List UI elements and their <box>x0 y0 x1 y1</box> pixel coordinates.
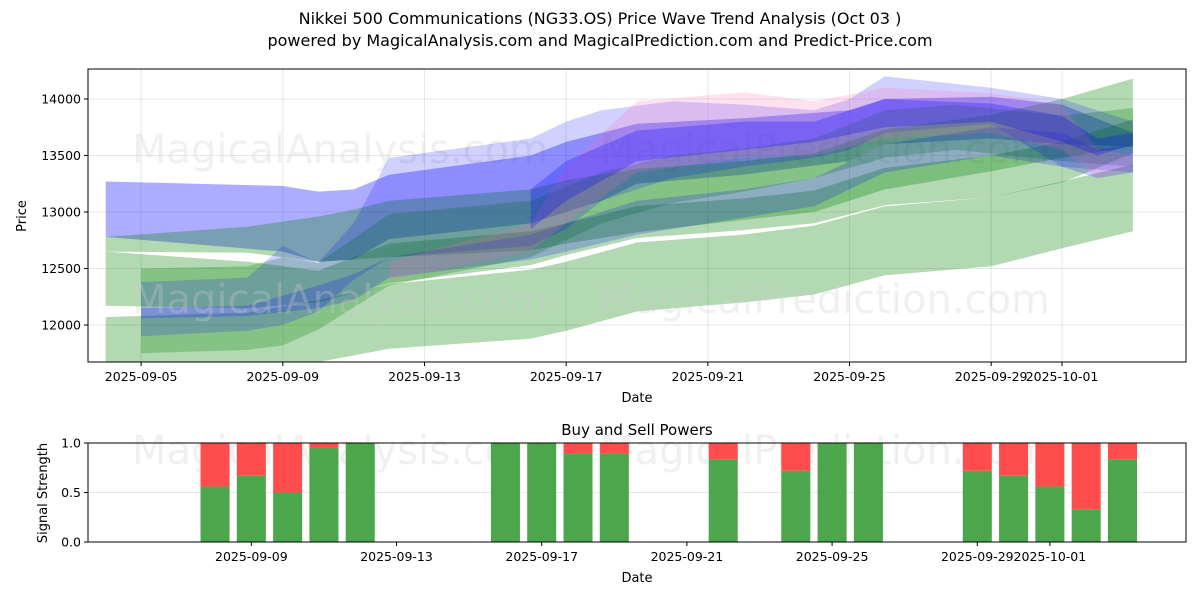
buy-bar <box>563 453 593 542</box>
price-y-tick-label: 12500 <box>41 261 81 276</box>
sell-bar <box>309 443 339 448</box>
sell-bar <box>236 443 266 476</box>
teal-band-1 <box>141 104 1133 354</box>
price-x-tick-label: 2025-10-01 <box>1026 369 1099 384</box>
price-x-tick-label: 2025-09-05 <box>105 369 178 384</box>
buy-sell-plot: Buy and Sell Powers MagicalAnalysis.com … <box>36 421 1187 586</box>
signal-x-tick-label: 2025-09-09 <box>215 549 288 564</box>
signal-y-tick-label: 0.5 <box>61 485 81 500</box>
sell-bar <box>1035 443 1065 487</box>
blue-band-2 <box>141 76 1133 337</box>
watermark-top-right: MagicalPrediction.com <box>600 127 1050 173</box>
chart-subtitle: powered by MagicalAnalysis.com and Magic… <box>267 31 933 50</box>
price-y-ticks: 12000 12500 13000 13500 14000 <box>41 91 88 333</box>
signal-y-tick-label: 1.0 <box>61 436 81 451</box>
buy-bar <box>853 443 883 542</box>
sell-bar <box>1071 443 1101 510</box>
price-plot-frame <box>87 68 1187 363</box>
buy-bar <box>236 475 266 542</box>
price-x-tick-label: 2025-09-09 <box>246 369 319 384</box>
signal-x-tick-label: 2025-10-01 <box>1014 549 1087 564</box>
price-y-tick-label: 12000 <box>41 318 81 333</box>
buy-bar <box>1035 486 1065 542</box>
buy-bar <box>999 475 1029 542</box>
price-x-tick-label: 2025-09-13 <box>388 369 461 384</box>
buy-bar <box>273 492 303 542</box>
sell-bar <box>999 443 1029 476</box>
price-wave-plot: MagicalAnalysis.com MagicalPrediction.co… <box>15 68 1187 406</box>
sell-bar <box>781 443 811 471</box>
price-x-tick-label: 2025-09-29 <box>955 369 1028 384</box>
price-y-axis-label: Price <box>15 200 30 232</box>
buy-bar <box>1071 509 1101 542</box>
price-x-tick-label: 2025-09-21 <box>672 369 745 384</box>
chart-title: Nikkei 500 Communications (NG33.OS) Pric… <box>298 9 902 28</box>
price-gridlines <box>88 69 1186 362</box>
green-band-2 <box>105 119 1133 309</box>
signal-x-ticks: 2025-09-09 2025-09-13 2025-09-17 2025-09-21… <box>215 542 1086 564</box>
price-x-tick-label: 2025-09-17 <box>530 369 603 384</box>
blue-band-4 <box>530 99 1133 229</box>
watermark-top-left: MagicalAnalysis.com <box>132 127 548 173</box>
buy-bar <box>345 443 375 542</box>
price-plot-background <box>88 69 1186 362</box>
blue-band-3 <box>141 127 1133 319</box>
signal-x-tick-label: 2025-09-25 <box>796 549 869 564</box>
sell-bar <box>599 443 629 454</box>
sell-bar <box>200 443 230 487</box>
price-y-tick-label: 14000 <box>41 91 81 106</box>
signal-bars <box>200 443 1137 542</box>
signal-x-tick-label: 2025-09-29 <box>941 549 1014 564</box>
buy-bar <box>490 443 520 542</box>
pink-band-1 <box>389 87 1133 280</box>
buy-bar <box>962 470 992 542</box>
sell-bar <box>708 443 738 460</box>
buy-bar <box>309 447 339 542</box>
green-band-3 <box>105 164 1133 362</box>
sell-bar <box>962 443 992 471</box>
price-x-tick-label: 2025-09-25 <box>813 369 886 384</box>
watermark-bottom-left: MagicalAnalysis.com <box>132 428 548 474</box>
signal-x-tick-label: 2025-09-21 <box>651 549 724 564</box>
signal-x-tick-label: 2025-09-17 <box>505 549 578 564</box>
price-y-tick-label: 13000 <box>41 204 81 219</box>
buy-bar <box>781 470 811 542</box>
wave-bands <box>105 76 1133 362</box>
buy-bar <box>200 486 230 542</box>
buy-bar <box>708 459 738 542</box>
price-x-ticks: 2025-09-05 2025-09-09 2025-09-13 2025-09-17… <box>105 362 1099 384</box>
price-y-tick-label: 13500 <box>41 148 81 163</box>
watermark-mid-left: MagicalAnalysis.com <box>132 277 548 323</box>
watermark-mid-right: MagicalPrediction.com <box>600 277 1050 323</box>
signal-x-axis-label: Date <box>621 571 652 586</box>
buy-bar <box>1107 459 1137 542</box>
price-x-axis-label: Date <box>621 391 652 406</box>
blue-band-1 <box>105 96 1133 262</box>
sell-bar <box>1107 443 1137 460</box>
sell-bar <box>273 443 303 493</box>
signal-y-axis-label: Signal Strength <box>36 443 51 543</box>
buy-bar <box>817 443 847 542</box>
buy-bar <box>599 453 629 542</box>
signal-y-ticks: 0.0 0.5 1.0 <box>61 436 88 550</box>
buy-bar <box>527 443 557 542</box>
sell-bar <box>563 443 593 454</box>
signal-x-tick-label: 2025-09-13 <box>360 549 433 564</box>
signal-y-tick-label: 0.0 <box>61 535 81 550</box>
buy-sell-title: Buy and Sell Powers <box>561 421 713 439</box>
green-band-1 <box>105 78 1133 262</box>
